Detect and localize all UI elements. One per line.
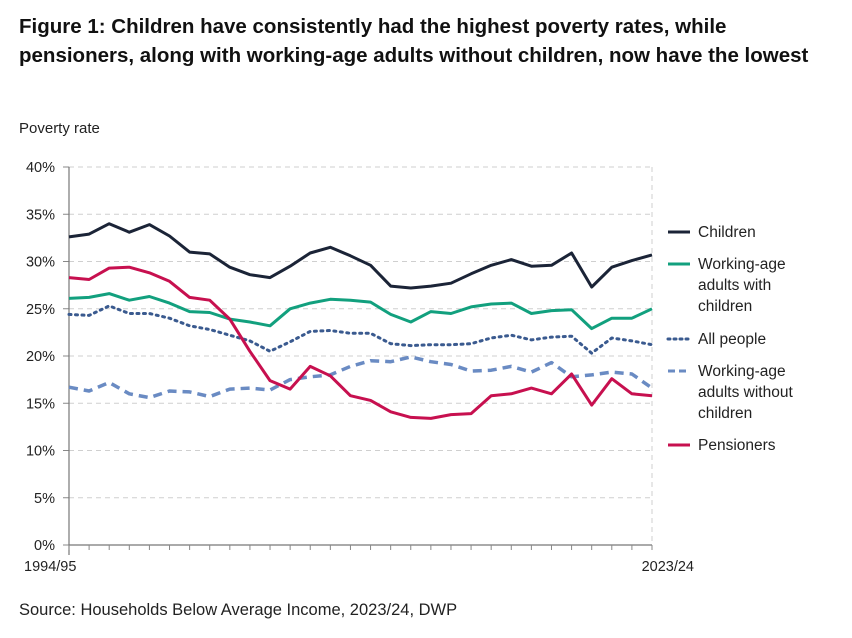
legend-label: Working-age	[698, 363, 786, 380]
y-tick-label: 0%	[34, 538, 55, 554]
series-line-all-people	[67, 304, 654, 355]
legend-label: adults without	[698, 384, 793, 401]
legend-label: adults with	[698, 277, 771, 294]
x-tick-label: 1994/95	[24, 559, 76, 575]
y-tick-label: 20%	[26, 349, 55, 365]
x-tick-label: 2023/24	[642, 559, 694, 575]
legend-label: Working-age	[698, 256, 786, 273]
y-tick-label: 40%	[26, 160, 55, 176]
series-line-working-age-adults-without-children	[68, 355, 654, 400]
series-line-working-age-adults-with-children	[68, 292, 653, 331]
legend-label: All people	[698, 331, 766, 348]
y-tick-label: 5%	[34, 491, 55, 507]
source-note: Source: Households Below Average Income,…	[19, 601, 458, 619]
legend-label: Pensioners	[698, 437, 776, 454]
series-line-children	[68, 222, 653, 290]
y-tick-label: 25%	[26, 302, 55, 318]
legend-label: children	[698, 298, 752, 315]
legend-label: Children	[698, 224, 756, 241]
legend-label: children	[698, 405, 752, 422]
y-tick-label: 35%	[26, 207, 55, 223]
y-tick-label: 30%	[26, 255, 55, 271]
y-tick-label: 10%	[26, 444, 55, 460]
chart-title: Figure 1: Children have consistently had…	[19, 15, 809, 67]
y-axis-label: Poverty rate	[19, 120, 100, 137]
y-tick-label: 15%	[26, 396, 55, 412]
series-line-pensioners	[68, 265, 653, 420]
